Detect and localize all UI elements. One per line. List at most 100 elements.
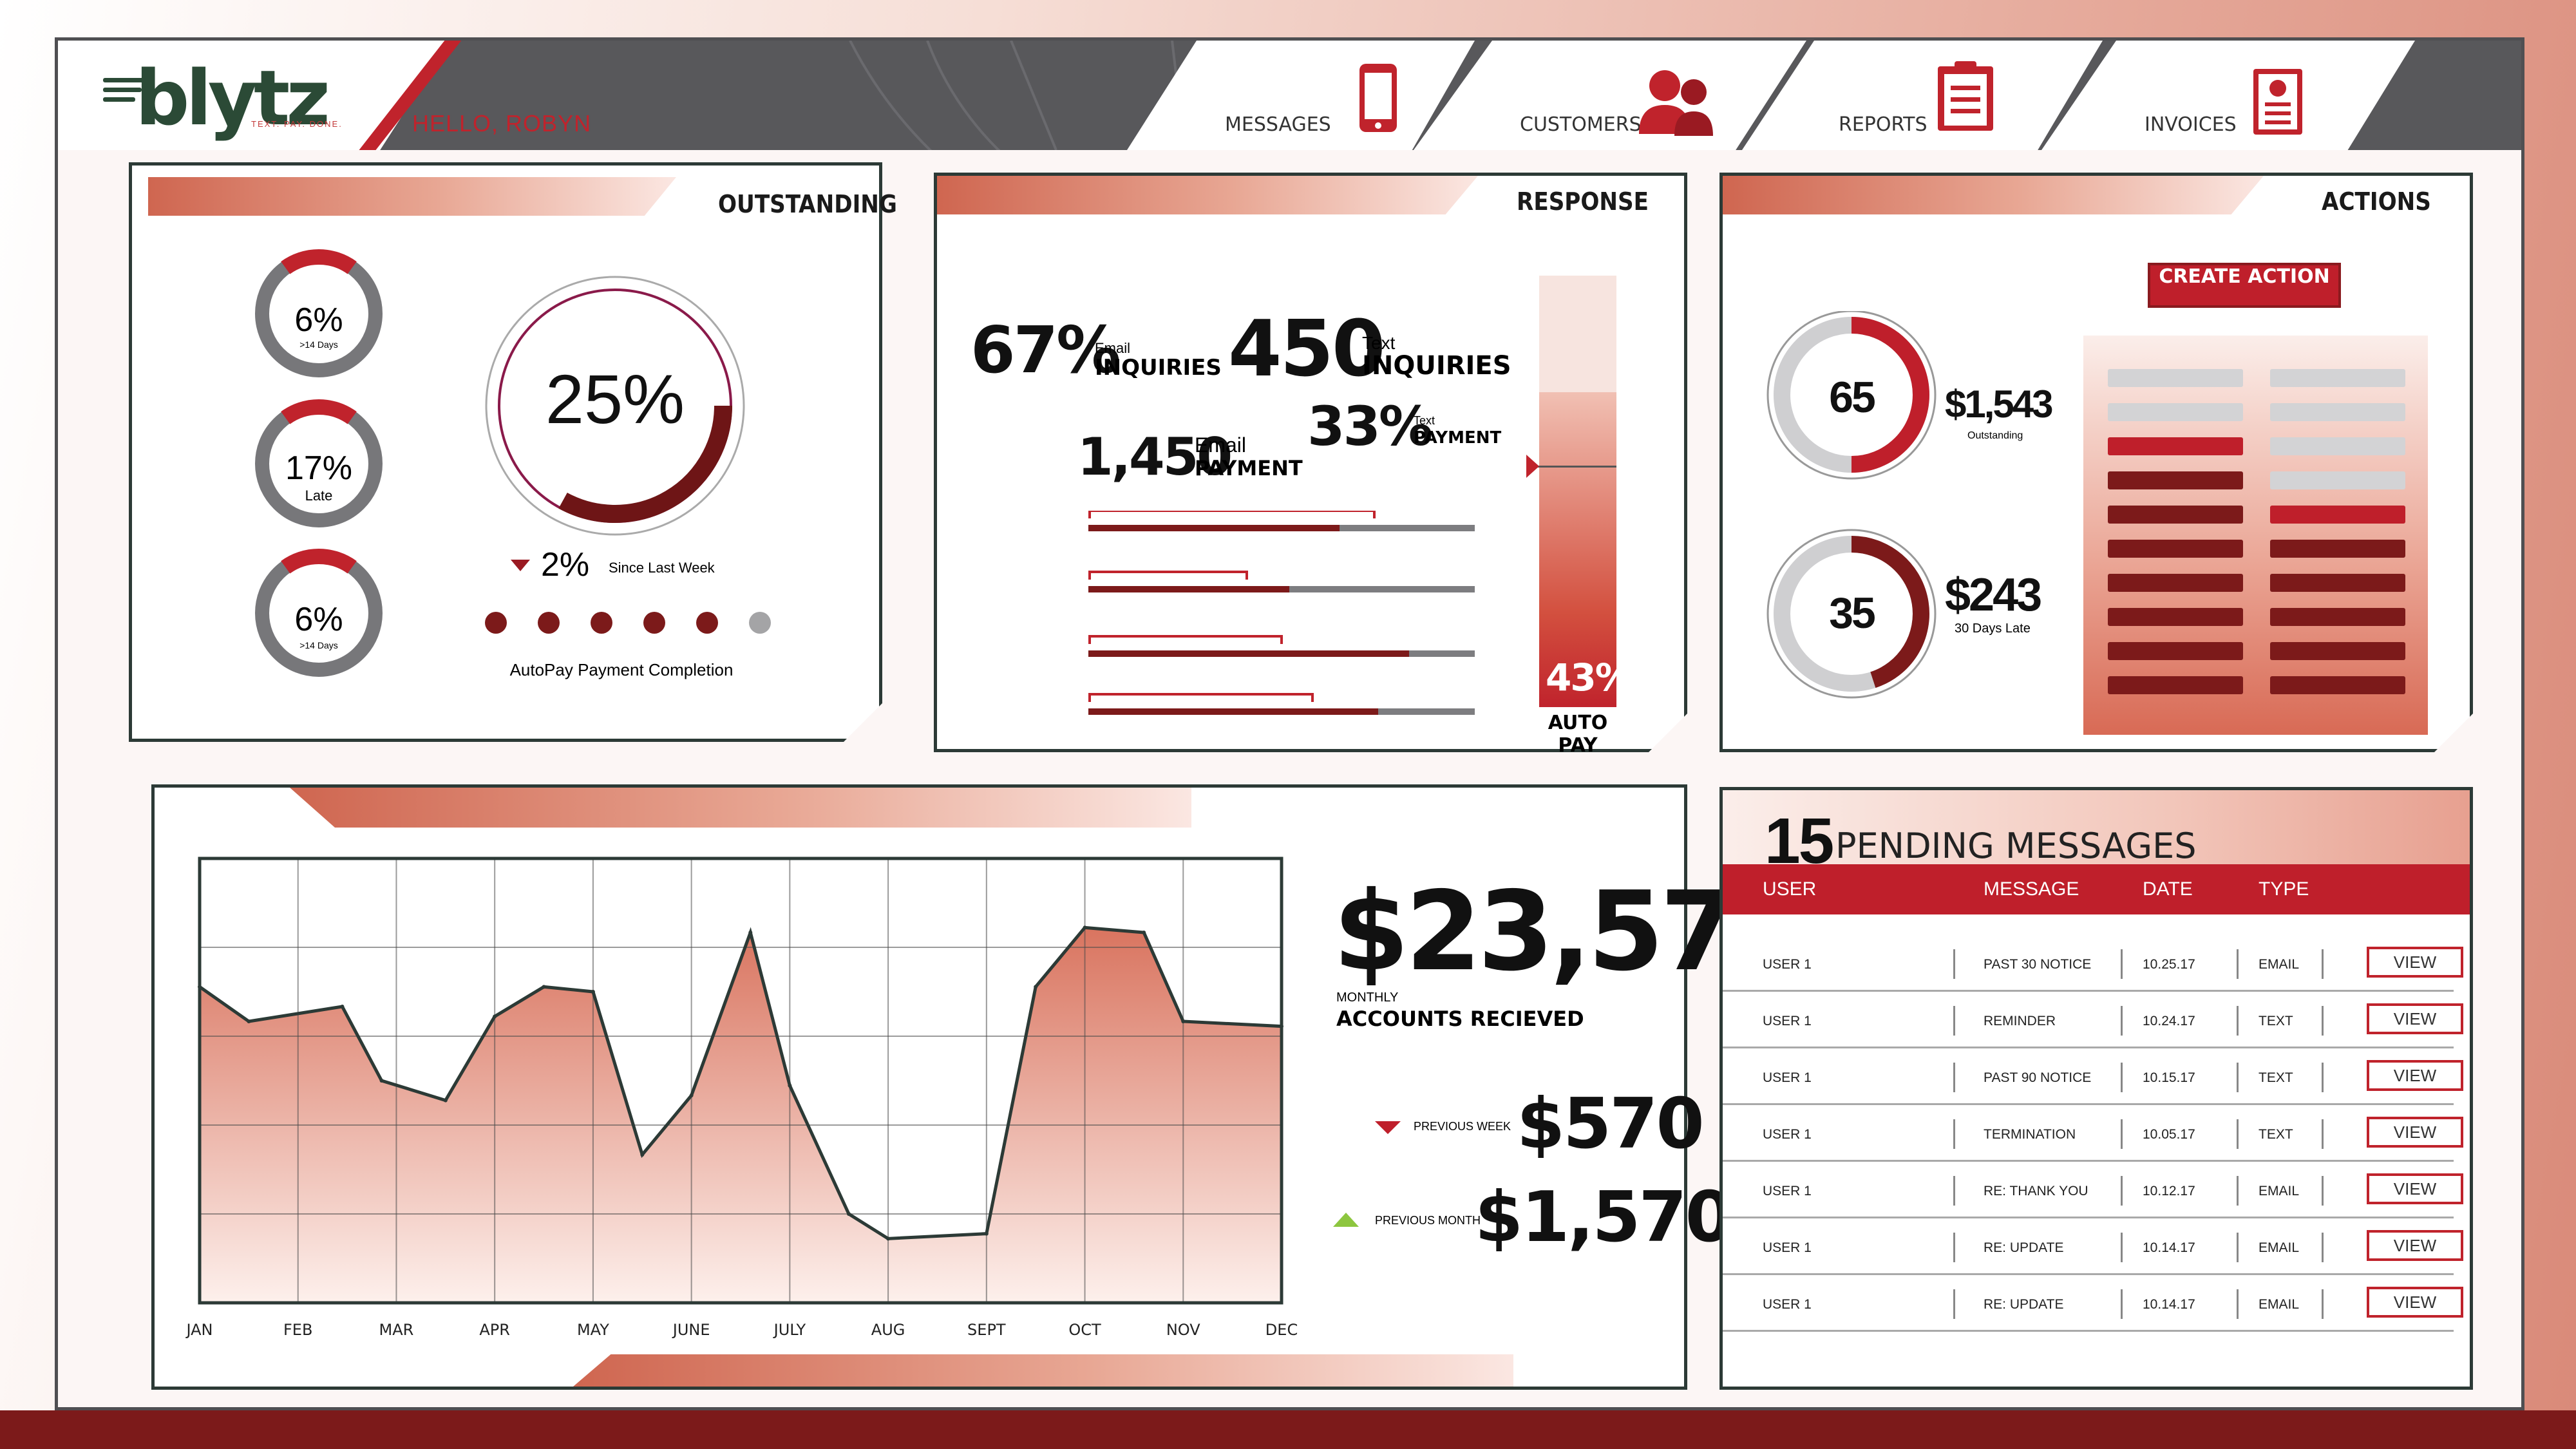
row-user: USER 1 <box>1763 1014 1812 1028</box>
action-cell[interactable] <box>2108 608 2243 626</box>
chart-bottom-bar <box>573 1354 1513 1387</box>
action-cell[interactable] <box>2270 676 2405 694</box>
response-red-bracket <box>1088 571 1248 580</box>
view-button[interactable]: VIEW <box>2367 1287 2463 1318</box>
row-user: USER 1 <box>1763 1184 1812 1198</box>
chart-point <box>443 1098 448 1103</box>
revenue-period: MONTHLY <box>1336 990 1399 1005</box>
row-user: USER 1 <box>1763 957 1812 972</box>
chart-point <box>984 1231 989 1236</box>
action-cell[interactable] <box>2270 437 2405 455</box>
chart-point <box>379 1079 384 1083</box>
chart-x-tick-label: JUNE <box>672 1321 710 1339</box>
column-separator <box>2322 1289 2324 1319</box>
column-separator <box>2237 1063 2239 1092</box>
brand-logo[interactable]: blytz <box>135 53 330 142</box>
nav-invoices[interactable]: INVOICES <box>2041 41 2415 150</box>
table-row[interactable]: USER 1 PAST 90 NOTICE 10.15.17 TEXT VIEW <box>1723 1048 2463 1105</box>
row-date: 10.05.17 <box>2143 1127 2195 1142</box>
ring1-sub: >14 Days <box>299 339 338 350</box>
outstanding-panel: OUTSTANDING 6% >14 Days 17% Late 6% >14 … <box>129 162 897 742</box>
prev-week-label: PREVIOUS WEEK <box>1414 1120 1511 1133</box>
action-cell[interactable] <box>2270 540 2405 558</box>
table-row[interactable]: USER 1 RE: UPDATE 10.14.17 EMAIL VIEW <box>1723 1218 2463 1275</box>
actions-panel: ACTIONS CREATE ACTION 65 35 $1,543 Outst… <box>1719 173 2473 752</box>
action-cell[interactable] <box>2270 506 2405 524</box>
top-header: blytz TEXT. PAY. DONE. HELLO, ROBYN MESS… <box>58 41 2521 150</box>
nav-reports[interactable]: REPORTS <box>1742 41 2103 150</box>
users-icon <box>1639 70 1713 136</box>
chart-point <box>640 1153 645 1157</box>
response-bar-fill <box>1088 586 1289 592</box>
action-cell[interactable] <box>2108 437 2243 455</box>
action-cell[interactable] <box>2108 369 2243 387</box>
chart-point <box>542 985 546 989</box>
chart-x-tick-label: JAN <box>185 1321 213 1339</box>
bottom-bar <box>0 1410 2576 1449</box>
pending-title: PENDING MESSAGES <box>1835 826 2197 866</box>
view-button[interactable]: VIEW <box>2367 1173 2463 1204</box>
response-title: RESPONSE <box>1517 187 1649 216</box>
action-cell[interactable] <box>2108 471 2243 489</box>
create-action-button[interactable]: CREATE ACTION <box>2148 263 2341 308</box>
response-red-bracket <box>1088 635 1283 644</box>
view-button[interactable]: VIEW <box>2367 1117 2463 1148</box>
actions-title: ACTIONS <box>2322 187 2431 216</box>
action-cell[interactable] <box>2270 608 2405 626</box>
column-separator <box>2322 949 2324 979</box>
table-row[interactable]: USER 1 TERMINATION 10.05.17 TEXT VIEW <box>1723 1105 2463 1162</box>
view-button[interactable]: VIEW <box>2367 1003 2463 1034</box>
view-button[interactable]: VIEW <box>2367 1230 2463 1261</box>
table-row[interactable]: USER 1 REMINDER 10.24.17 TEXT VIEW <box>1723 992 2463 1048</box>
revenue-area-chart: JAN FEB MAR APR MAY JUNE JULY AUG SEPT OCT NOV DEC <box>185 857 1298 1339</box>
column-separator <box>2237 1233 2239 1262</box>
nav-messages[interactable]: MESSAGES <box>1127 41 1475 150</box>
column-separator <box>2121 1119 2123 1149</box>
response-header-bar <box>937 176 1478 214</box>
action-cell[interactable] <box>2108 676 2243 694</box>
view-button[interactable]: VIEW <box>2367 947 2463 978</box>
table-row[interactable]: USER 1 PAST 30 NOTICE 10.25.17 EMAIL VIEW <box>1723 935 2463 992</box>
autopay-value: 43% <box>1546 656 1633 699</box>
column-separator <box>2322 1063 2324 1092</box>
chart-point <box>340 1005 345 1009</box>
outstanding-header-bar <box>148 177 676 216</box>
action-cell[interactable] <box>2108 403 2243 421</box>
chart-point <box>1181 1019 1186 1023</box>
column-separator <box>1953 1119 1955 1149</box>
table-row[interactable]: USER 1 RE: UPDATE 10.14.17 EMAIL VIEW <box>1723 1275 2463 1332</box>
column-separator <box>2121 1176 2123 1206</box>
response-panel: RESPONSE 67% Email INQUIRIES 450 Text IN… <box>934 173 1687 757</box>
action-cell[interactable] <box>2270 403 2405 421</box>
action-cell[interactable] <box>2108 574 2243 592</box>
big-ring-gauge <box>485 276 745 536</box>
response-red-bracket <box>1088 693 1314 702</box>
pending-table-header: USER MESSAGE DATE TYPE <box>1723 864 2470 914</box>
action-cell[interactable] <box>2108 506 2243 524</box>
actions-header-bar <box>1723 176 2264 214</box>
action-cell[interactable] <box>2108 642 2243 660</box>
row-message: RE: UPDATE <box>1984 1240 2064 1255</box>
big-ring-value: 25% <box>545 360 685 438</box>
column-separator <box>2322 1233 2324 1262</box>
action-cell[interactable] <box>2108 540 2243 558</box>
small-rings <box>255 249 383 677</box>
column-separator <box>2121 949 2123 979</box>
chart-x-tick-label: SEPT <box>967 1321 1006 1339</box>
action-cell[interactable] <box>2270 471 2405 489</box>
chart-x-tick-label: JULY <box>773 1321 806 1339</box>
chart-point <box>1142 931 1146 934</box>
corner-cut <box>2434 714 2473 752</box>
table-row[interactable]: USER 1 RE: THANK YOU 10.12.17 EMAIL VIEW <box>1723 1162 2463 1218</box>
view-button[interactable]: VIEW <box>2367 1060 2463 1091</box>
nav-customers[interactable]: CUSTOMERS <box>1414 41 1806 150</box>
autopay-marker <box>1526 465 1616 468</box>
text-payment-l1: Text <box>1414 414 1435 427</box>
action-cell[interactable] <box>2270 369 2405 387</box>
phone-icon <box>1359 64 1397 132</box>
chart-area-fill <box>200 927 1282 1303</box>
action-cell[interactable] <box>2270 642 2405 660</box>
progress-dot <box>485 612 507 634</box>
action-cell[interactable] <box>2270 574 2405 592</box>
row-type: EMAIL <box>2259 1240 2300 1255</box>
